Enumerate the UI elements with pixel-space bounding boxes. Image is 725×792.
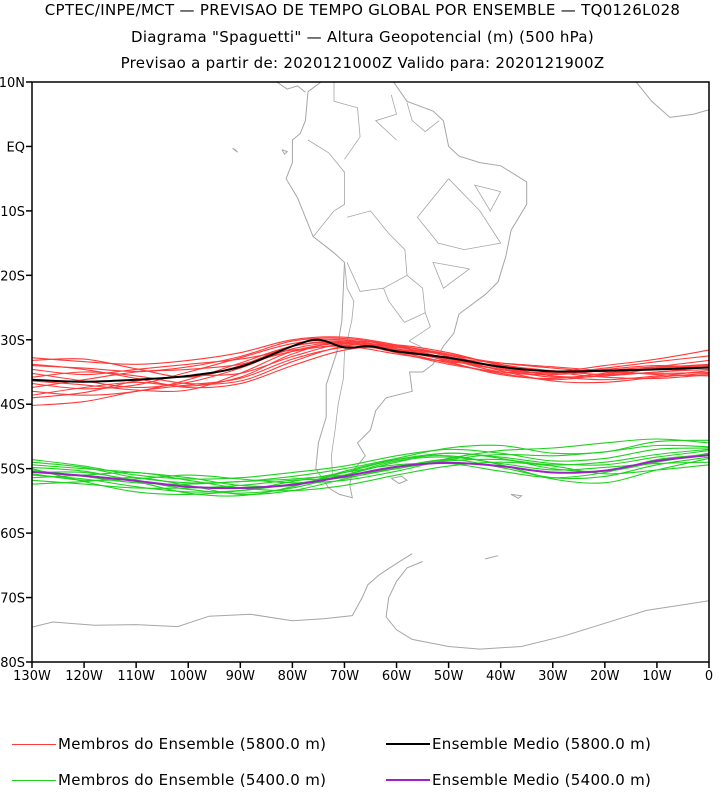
coastline-map [32, 82, 709, 650]
y-tick-label: 60S [0, 527, 25, 542]
member-5400-line-10 [32, 461, 709, 492]
country-border [432, 261, 470, 289]
legend-label-mean-5800: Ensemble Medio (5800.0 m) [432, 735, 652, 753]
member-5400-line-1 [32, 447, 709, 480]
title-line-1: CPTEC/INPE/MCT — PREVISAO DE TEMPO GLOBA… [44, 1, 681, 19]
legend-label-members-5800: Membros do Ensemble (5800.0 m) [58, 735, 327, 753]
y-tick-label: 50S [0, 463, 25, 478]
member-5800-line-7 [32, 346, 709, 407]
plot-frame [31, 81, 710, 663]
member-5800-line-11 [32, 336, 709, 384]
coastline [276, 82, 306, 93]
member-5800-line-9 [32, 343, 709, 385]
coastline [232, 147, 239, 153]
member-5400-line-5 [32, 448, 709, 489]
legend-label-mean-5400: Ensemble Medio (5400.0 m) [432, 771, 652, 789]
legend-mean-5400: Ensemble Medio (5400.0 m) [386, 771, 651, 789]
y-tick-label: 10N [0, 76, 25, 91]
legend-members-5800: Membros do Ensemble (5800.0 m) [12, 735, 326, 753]
y-tick-label: 20S [0, 269, 25, 284]
y-tick-label: 30S [0, 334, 25, 349]
coastline [285, 82, 528, 499]
x-tick-label: 100W [169, 669, 207, 684]
coastline [510, 493, 523, 499]
title-line-2: Diagrama "Spaguetti" — Altura Geopotenci… [130, 28, 594, 46]
coastline [391, 475, 409, 485]
contour-lines [32, 336, 709, 497]
coastline [484, 555, 499, 560]
legend-members-5400: Membros do Ensemble (5400.0 m) [12, 771, 326, 789]
x-tick-label: 60W [382, 669, 412, 684]
country-border [416, 178, 502, 251]
country-border [383, 274, 426, 323]
country-border [307, 139, 345, 237]
y-tick-label: 10S [0, 205, 25, 220]
country-border [374, 94, 397, 141]
x-tick-label: 120W [65, 669, 103, 684]
legend-mean-5800: Ensemble Medio (5800.0 m) [386, 735, 651, 753]
x-tick-label: 130W [13, 669, 51, 684]
member-5800-line-14 [32, 345, 709, 376]
legend-swatch-members-5800 [12, 743, 56, 745]
x-tick-label: 10W [642, 669, 672, 684]
legend-swatch-mean-5800 [386, 743, 430, 745]
country-border [408, 312, 431, 342]
member-5400-line-11 [32, 455, 709, 497]
y-tick-label: 40S [0, 398, 25, 413]
x-tick-label: 110W [117, 669, 155, 684]
legend-label-members-5400: Membros do Ensemble (5400.0 m) [58, 771, 327, 789]
coastline [32, 553, 413, 628]
x-tick-label: 30W [538, 669, 568, 684]
x-tick-label: 20W [590, 669, 620, 684]
x-tick-label: 90W [226, 669, 256, 684]
y-tick-label: 80S [0, 656, 25, 671]
country-border [330, 262, 355, 476]
coastline [276, 82, 277, 83]
country-border [346, 210, 408, 292]
title-line-3: Previsao a partir de: 2020121000Z Valido… [120, 54, 605, 72]
legend-swatch-members-5400 [12, 779, 56, 781]
coastline [281, 149, 289, 156]
coastline [385, 561, 709, 650]
member-5400-line-12 [32, 444, 709, 484]
coastline [635, 82, 709, 118]
y-tick-label: 70S [0, 592, 25, 607]
legend-swatch-mean-5400 [386, 779, 430, 781]
x-tick-label: 50W [434, 669, 464, 684]
x-tick-label: 80W [278, 669, 308, 684]
mean-5800-line [32, 338, 709, 383]
x-tick-label: 0 [705, 669, 713, 684]
country-border [473, 184, 502, 212]
x-tick-label: 70W [330, 669, 360, 684]
country-border [406, 102, 440, 133]
y-tick-label: EQ [7, 140, 25, 155]
country-border [333, 82, 361, 160]
x-tick-label: 40W [486, 669, 516, 684]
mean-5400-line [32, 454, 709, 490]
